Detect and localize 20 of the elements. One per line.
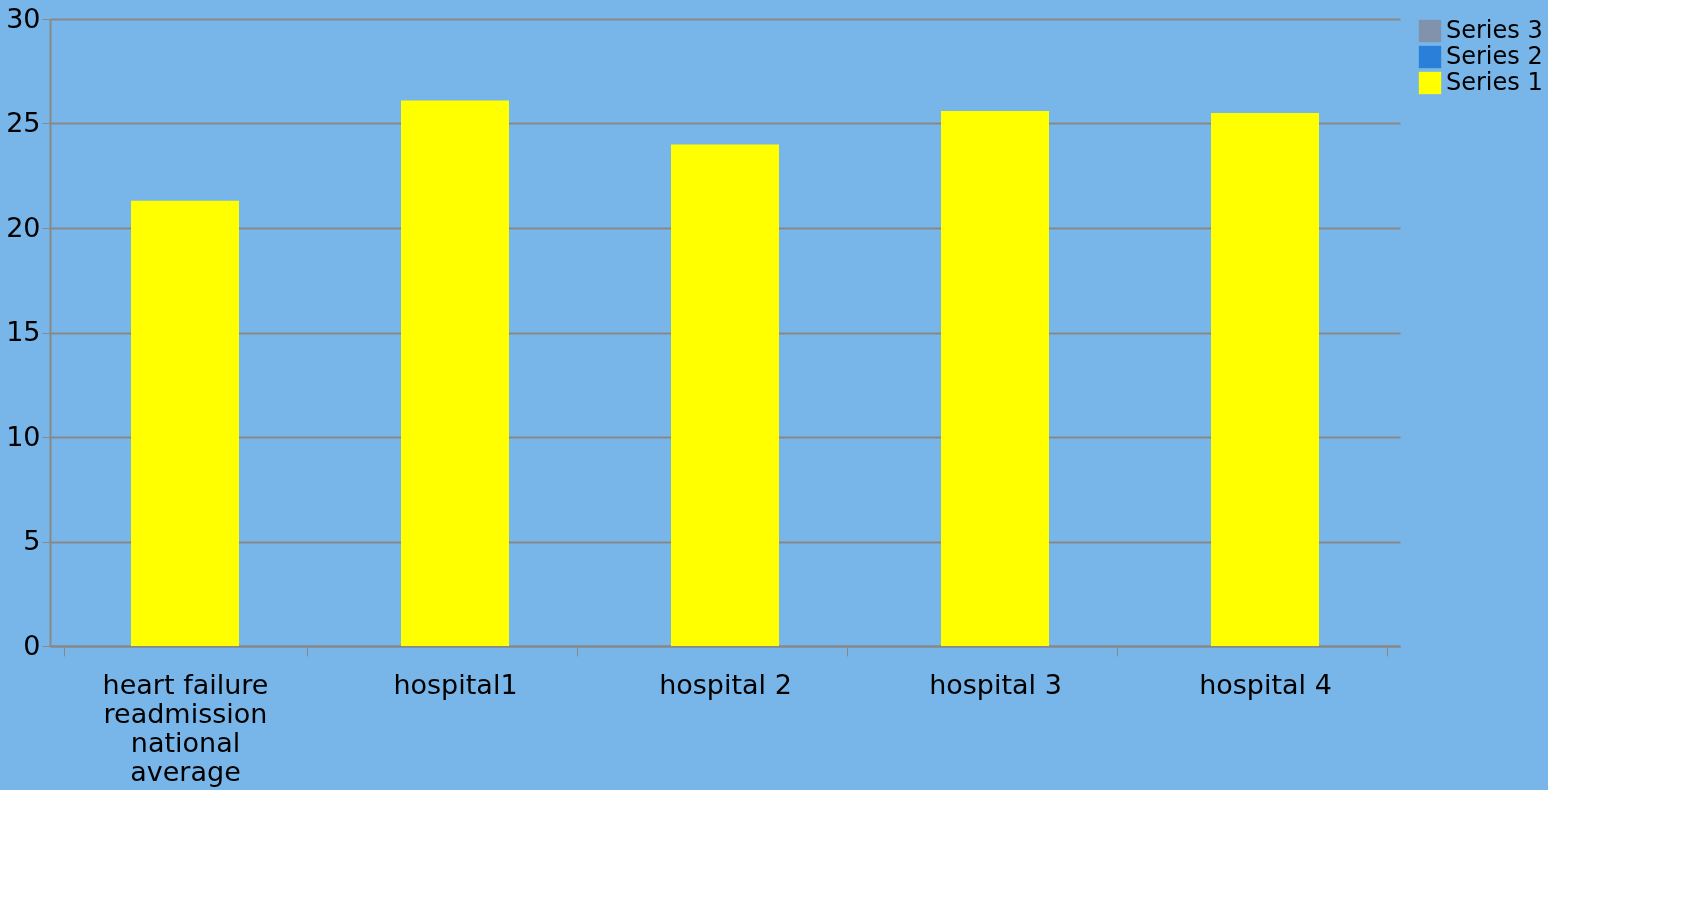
x-tick-label: hospital 4 (1199, 668, 1332, 700)
bar (941, 110, 1049, 646)
x-tick-label: hospital 3 (929, 668, 1062, 700)
y-tick-label: 5 (23, 525, 41, 556)
legend-label: Series 2 (1446, 42, 1543, 70)
y-tick-label: 20 (6, 211, 41, 243)
x-tick-label: hospital 2 (659, 668, 792, 700)
bar (131, 200, 239, 646)
y-tick-label: 25 (6, 107, 41, 138)
x-tick-label: heart failure readmission national average (102, 668, 269, 787)
bar (1211, 113, 1319, 646)
x-tick-label: hospital1 (393, 668, 518, 700)
y-tick-label: 15 (6, 316, 41, 347)
y-tick-label: 0 (23, 629, 41, 661)
y-tick-label: 30 (6, 2, 41, 34)
bar (401, 100, 509, 646)
legend-label: Series 3 (1446, 16, 1543, 44)
bar (671, 144, 779, 646)
legend-label: Series 1 (1446, 68, 1543, 96)
y-tick-label: 10 (6, 420, 41, 452)
